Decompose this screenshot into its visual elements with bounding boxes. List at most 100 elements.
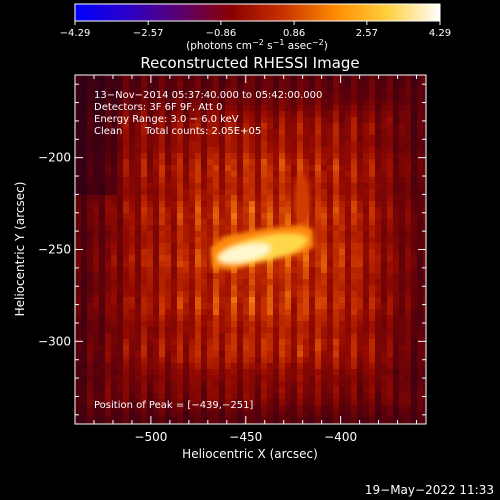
heatmap-cell — [207, 87, 214, 94]
heatmap-cell — [243, 333, 250, 340]
heatmap-cell — [81, 261, 88, 268]
heatmap-cell — [291, 189, 298, 196]
heatmap-cell — [255, 363, 262, 370]
heatmap-cell — [183, 93, 190, 100]
heatmap-cell — [405, 279, 412, 286]
heatmap-cell — [99, 177, 106, 184]
heatmap-cell — [315, 279, 322, 286]
heatmap-cell — [381, 201, 388, 208]
heatmap-cell — [261, 273, 268, 280]
heatmap-cell — [297, 369, 304, 376]
heatmap-cell — [141, 219, 148, 226]
heatmap-cell — [303, 417, 310, 424]
heatmap-cell — [423, 345, 426, 352]
heatmap-cell — [249, 279, 256, 286]
heatmap-cell — [201, 351, 208, 358]
heatmap-cell — [183, 249, 190, 256]
heatmap-cell — [207, 405, 214, 412]
heatmap-cell — [99, 159, 106, 166]
heatmap-cell — [423, 159, 426, 166]
heatmap-cell — [225, 333, 232, 340]
heatmap-cell — [213, 381, 220, 388]
heatmap-cell — [117, 357, 124, 364]
heatmap-cell — [393, 315, 400, 322]
heatmap-cell — [123, 201, 130, 208]
heatmap-cell — [333, 303, 340, 310]
heatmap-cell — [99, 387, 106, 394]
heatmap-cell — [375, 267, 382, 274]
heatmap-cell — [267, 123, 274, 130]
heatmap-cell — [99, 369, 106, 376]
heatmap-cell — [351, 321, 358, 328]
heatmap-cell — [81, 201, 88, 208]
heatmap-cell — [327, 357, 334, 364]
heatmap-cell — [363, 339, 370, 346]
heatmap-cell — [411, 123, 418, 130]
heatmap-cell — [111, 297, 118, 304]
heatmap-cell — [207, 183, 214, 190]
heatmap-cell — [135, 105, 142, 112]
heatmap-cell — [147, 369, 154, 376]
heatmap-cell — [87, 309, 94, 316]
heatmap-cell — [387, 87, 394, 94]
heatmap-cell — [93, 165, 100, 172]
heatmap-cell — [111, 273, 118, 280]
heatmap-cell — [333, 93, 340, 100]
heatmap-cell — [315, 345, 322, 352]
heatmap-cell — [387, 213, 394, 220]
heatmap-cell — [417, 81, 424, 88]
heatmap-cell — [255, 345, 262, 352]
heatmap-cell — [249, 75, 256, 82]
heatmap-cell — [369, 201, 376, 208]
heatmap-cell — [153, 117, 160, 124]
heatmap-cell — [351, 351, 358, 358]
heatmap-cell — [99, 243, 106, 250]
heatmap-cell — [147, 255, 154, 262]
heatmap-cell — [423, 417, 426, 424]
heatmap-cell — [93, 405, 100, 412]
heatmap-cell — [309, 393, 316, 400]
heatmap-cell — [315, 195, 322, 202]
heatmap-cell — [387, 291, 394, 298]
heatmap-cell — [237, 357, 244, 364]
heatmap-cell — [213, 219, 220, 226]
heatmap-cell — [183, 135, 190, 142]
heatmap-cell — [99, 399, 106, 406]
heatmap-cell — [321, 393, 328, 400]
heatmap-cell — [159, 219, 166, 226]
heatmap-cell — [189, 129, 196, 136]
heatmap-cell — [93, 201, 100, 208]
heatmap-cell — [165, 195, 172, 202]
heatmap-cell — [81, 111, 88, 118]
heatmap-cell — [231, 123, 238, 130]
heatmap-cell — [201, 219, 208, 226]
heatmap-cell — [75, 369, 82, 376]
heatmap-cell — [381, 99, 388, 106]
heatmap-cell — [357, 159, 364, 166]
heatmap-cell — [147, 357, 154, 364]
heatmap-cell — [333, 393, 340, 400]
heatmap-cell — [207, 249, 214, 256]
heatmap-cell — [159, 339, 166, 346]
heatmap-cell — [81, 105, 88, 112]
heatmap-cell — [351, 213, 358, 220]
heatmap-cell — [129, 285, 136, 292]
heatmap-cell — [87, 189, 94, 196]
heatmap-cell — [201, 327, 208, 334]
heatmap-cell — [99, 279, 106, 286]
heatmap-cell — [75, 297, 82, 304]
heatmap-cell — [213, 363, 220, 370]
heatmap-cell — [219, 195, 226, 202]
heatmap-cell — [405, 219, 412, 226]
heatmap-cell — [219, 147, 226, 154]
heatmap-cell — [255, 117, 262, 124]
heatmap-cell — [309, 159, 316, 166]
heatmap-cell — [93, 327, 100, 334]
heatmap-cell — [99, 333, 106, 340]
heatmap-cell — [117, 231, 124, 238]
heatmap-cell — [87, 201, 94, 208]
heatmap-cell — [423, 87, 426, 94]
heatmap-cell — [81, 99, 88, 106]
heatmap-cell — [171, 273, 178, 280]
heatmap-cell — [99, 75, 106, 82]
